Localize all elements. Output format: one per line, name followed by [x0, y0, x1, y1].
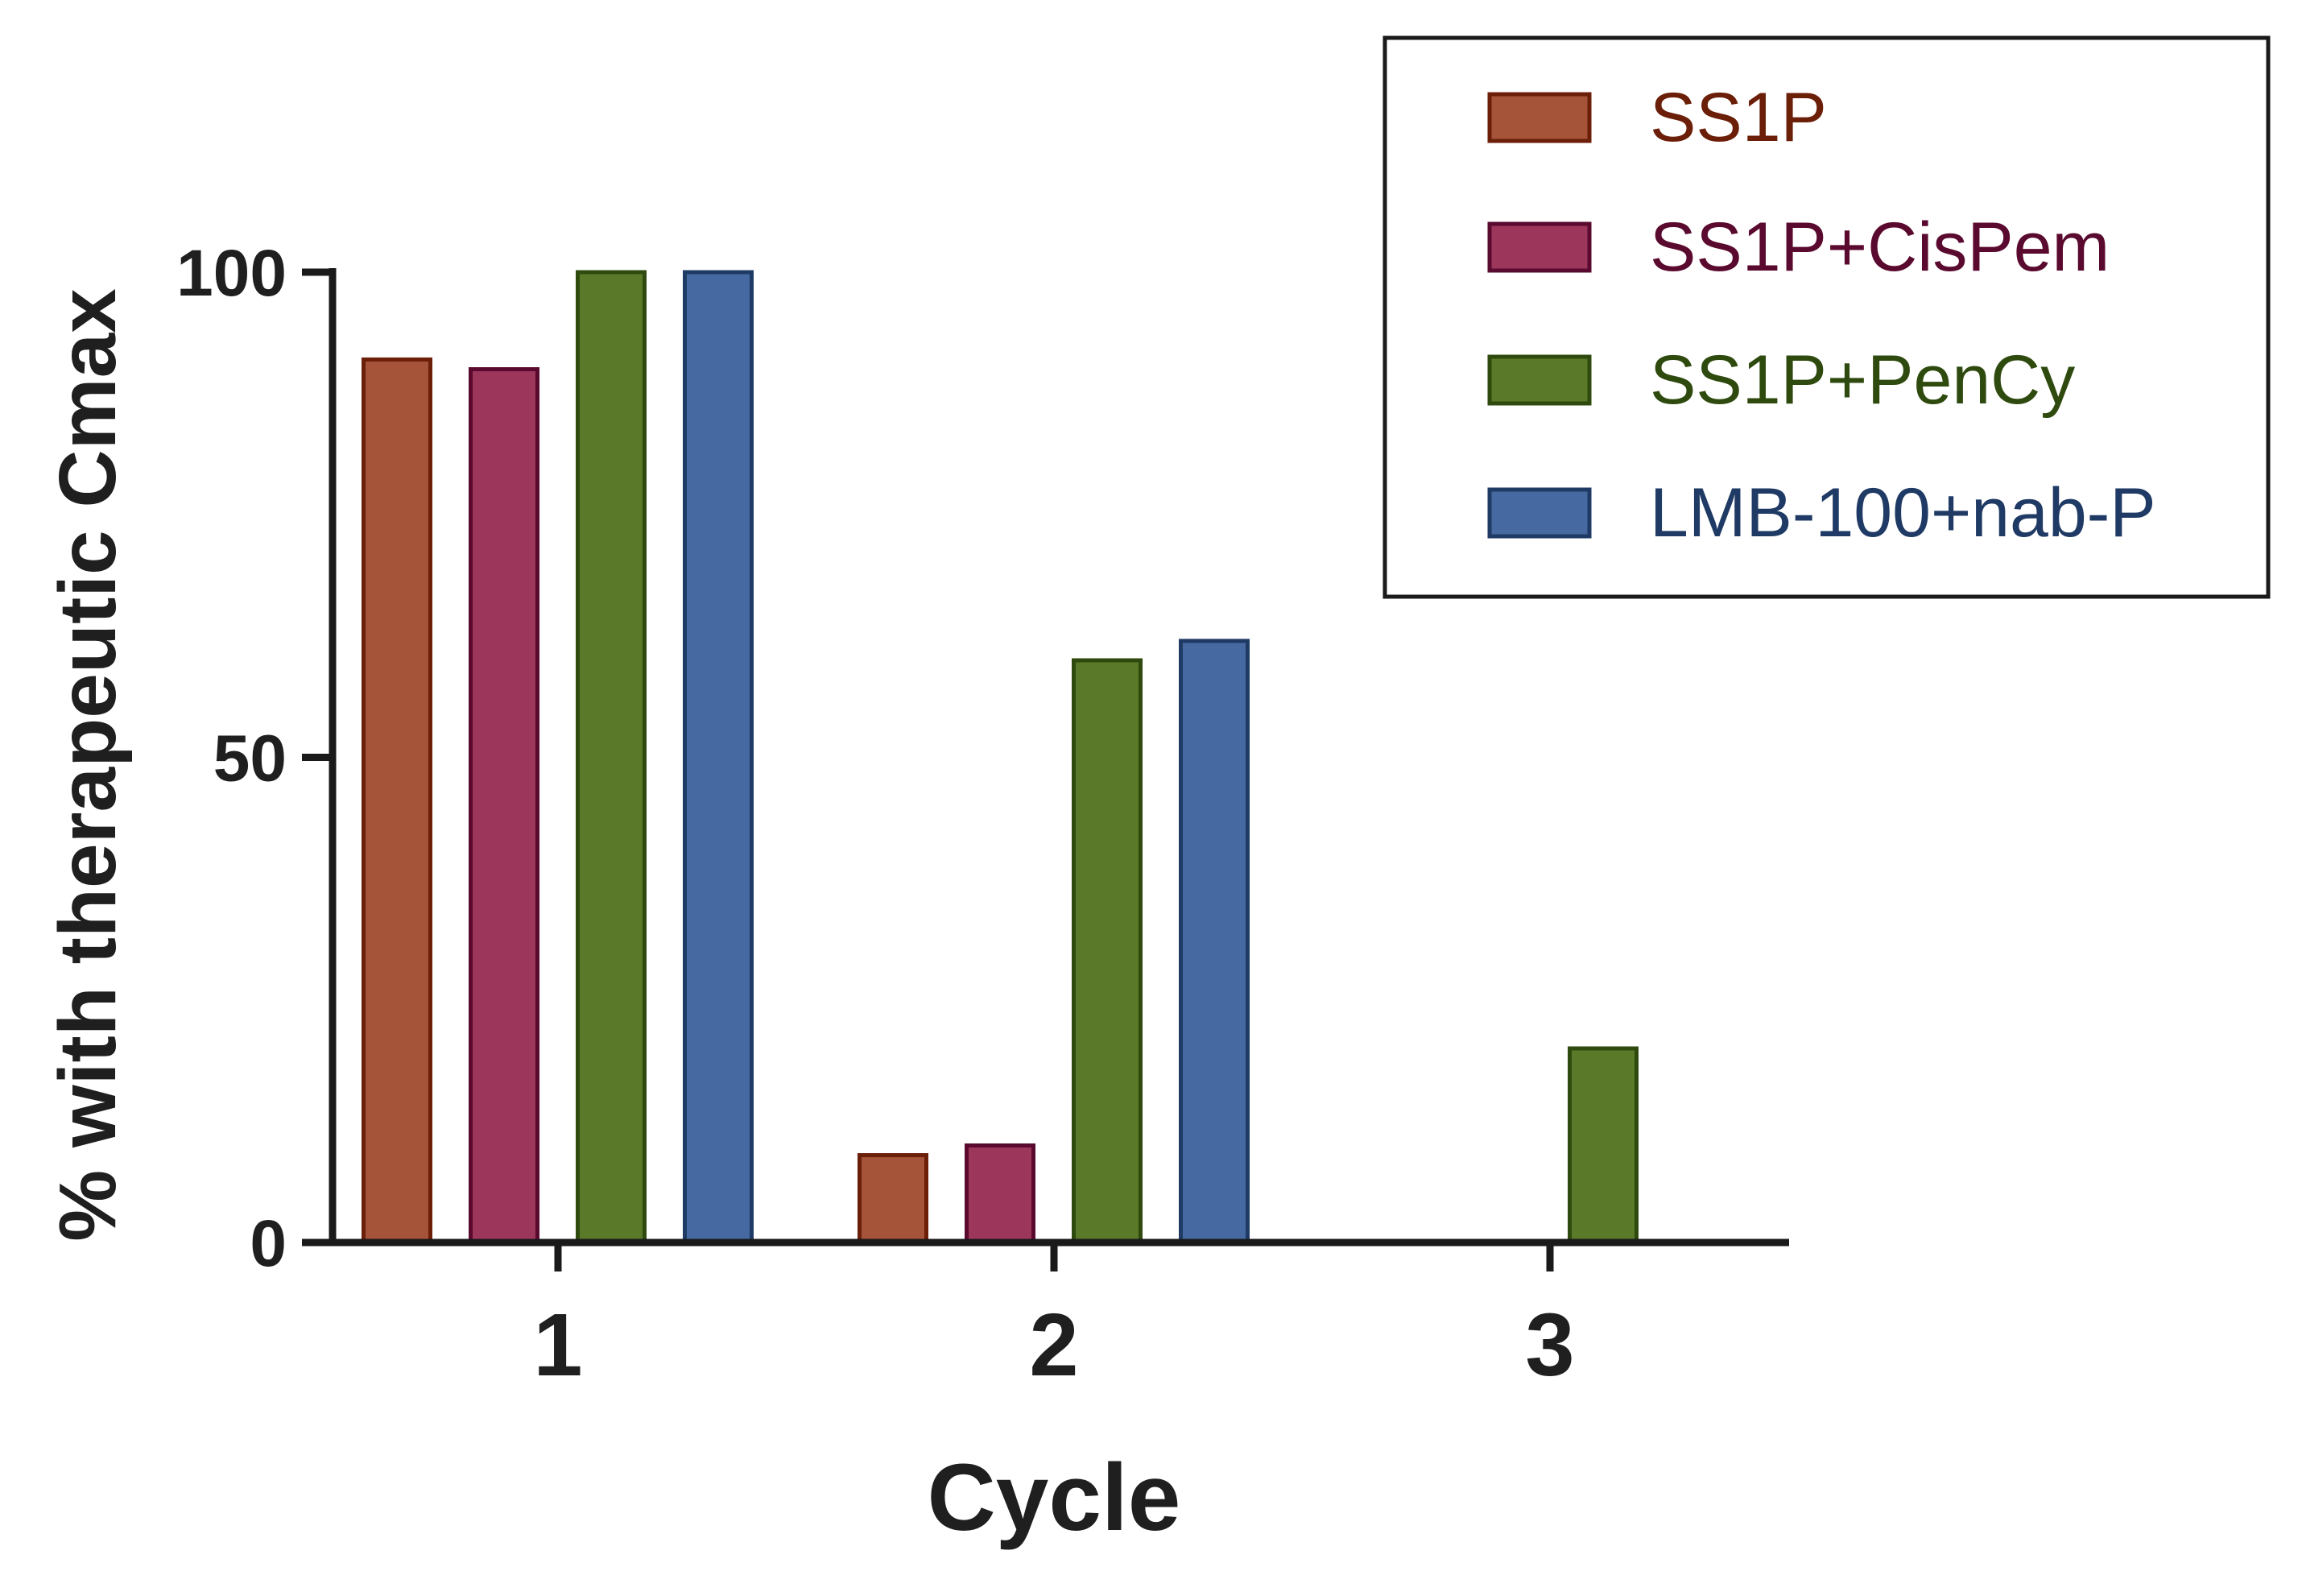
y-ticks-layer: 0 50 100 [176, 237, 333, 1280]
bar-ss1p-cycle-2 [858, 1153, 928, 1245]
legend-swatch-ss1p-cispem [1487, 221, 1592, 273]
bar-ss1p-cycle-1 [362, 357, 432, 1245]
legend-swatch-ss1p [1487, 92, 1592, 143]
x-tick-label: 3 [1525, 1296, 1574, 1395]
bar-ss1p-pency-cycle-2 [1072, 658, 1143, 1245]
y-tick-label: 100 [176, 237, 287, 310]
legend-label-ss1p: SS1P [1650, 79, 1827, 156]
y-tick-label: 0 [250, 1207, 287, 1280]
legend-items: SS1P SS1P+CisPem SS1P+PenCy LMB-100+nab-P [1487, 79, 2156, 552]
legend-swatch-ss1p-pency [1487, 354, 1592, 406]
bar-ss1p-pency-cycle-1 [576, 270, 647, 1245]
bar-ss1p-cispem-cycle-2 [965, 1143, 1035, 1245]
bar-lmb-100-nab-p-cycle-1 [683, 270, 754, 1245]
y-axis-title: % with therapeutic Cmax [43, 288, 133, 1242]
bar-lmb-100-nab-p-cycle-2 [1179, 639, 1250, 1245]
x-axis-title: Cycle [928, 1445, 1181, 1551]
legend-label-lmb-100-nab-p: LMB-100+nab-P [1650, 474, 2156, 552]
bar-ss1p-cispem-cycle-1 [469, 367, 539, 1245]
legend-swatch-lmb-100-nab-p [1487, 487, 1592, 539]
x-tick-label: 1 [533, 1296, 582, 1395]
legend-label-ss1p-cispem: SS1P+CisPem [1650, 209, 2110, 286]
x-tick-label: 2 [1029, 1296, 1078, 1395]
y-tick-label: 50 [213, 722, 287, 796]
legend-label-ss1p-pency: SS1P+PenCy [1650, 341, 2075, 419]
legend: SS1P SS1P+CisPem SS1P+PenCy LMB-100+nab-P [1382, 35, 2271, 599]
bar-ss1p-pency-cycle-3 [1568, 1046, 1639, 1245]
x-ticks-layer: 1 2 3 [533, 1242, 1575, 1395]
